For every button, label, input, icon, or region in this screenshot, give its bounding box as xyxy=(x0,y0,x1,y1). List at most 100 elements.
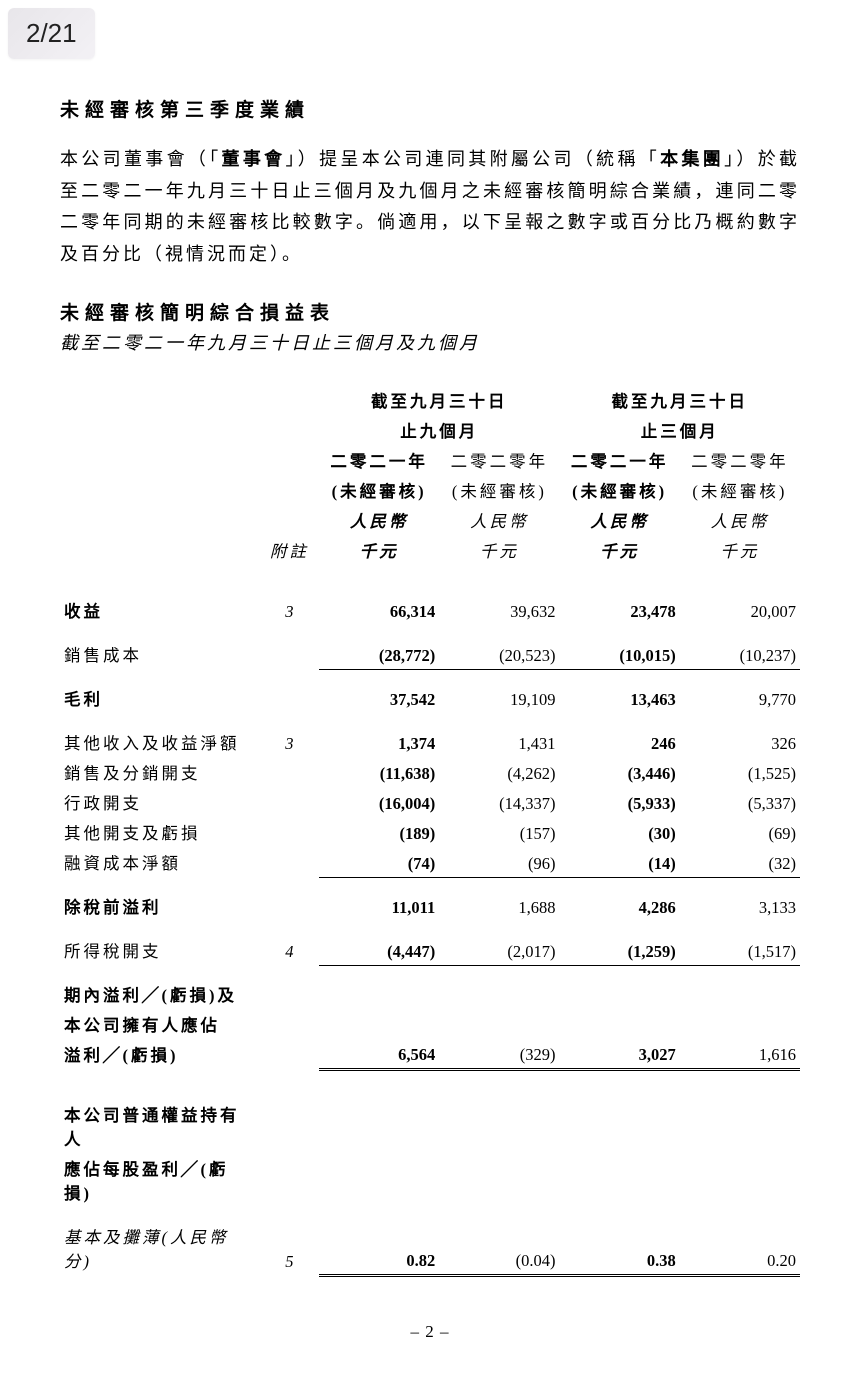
label-eps-h2: 應佔每股盈利╱(虧損) xyxy=(60,1153,260,1207)
val-sell-c2: (4,262) xyxy=(439,757,559,787)
intro-paragraph: 本公司董事會（「董事會」）提呈本公司連同其附屬公司（統稱「本集團」）於截至二零二… xyxy=(60,144,800,270)
row-revenue: 收益 3 66,314 39,632 23,478 20,007 xyxy=(60,595,800,625)
note-other-income: 3 xyxy=(260,727,319,757)
label-cogs: 銷售成本 xyxy=(60,639,260,669)
val-pbt-c4: 3,133 xyxy=(680,891,800,921)
row-eps-h2: 應佔每股盈利╱(虧損) xyxy=(60,1153,800,1207)
val-admin-c1: (16,004) xyxy=(319,787,439,817)
row-gross: 毛利 37,542 19,109 13,463 9,770 xyxy=(60,683,800,713)
spacer xyxy=(60,565,800,595)
subsection-title: 未經審核簡明綜合損益表 xyxy=(60,298,800,325)
label-selling: 銷售及分銷開支 xyxy=(60,757,260,787)
row-selling: 銷售及分銷開支 (11,638) (4,262) (3,446) (1,525) xyxy=(60,757,800,787)
hdr-audit-b: (未經審核) xyxy=(439,475,559,505)
spacer xyxy=(60,921,800,935)
val-eps-c4: 0.20 xyxy=(680,1221,800,1275)
section-title: 未經審核第三季度業績 xyxy=(60,95,800,122)
val-gross-c2: 19,109 xyxy=(439,683,559,713)
val-oi-c3: 246 xyxy=(559,727,679,757)
row-cogs: 銷售成本 (28,772) (20,523) (10,015) (10,237) xyxy=(60,639,800,669)
header-row-unit: 附註 千元 千元 千元 千元 xyxy=(60,535,800,565)
note-revenue: 3 xyxy=(260,595,319,625)
val-oi-c2: 1,431 xyxy=(439,727,559,757)
val-fin-c4: (32) xyxy=(680,847,800,877)
val-fin-c1: (74) xyxy=(319,847,439,877)
val-gross-c1: 37,542 xyxy=(319,683,439,713)
hdr-cur-d: 人民幣 xyxy=(680,505,800,535)
hdr-y2021-a: 二零二一年 xyxy=(319,445,439,475)
hdr-note: 附註 xyxy=(260,535,319,565)
val-gross-c4: 9,770 xyxy=(680,683,800,713)
label-admin: 行政開支 xyxy=(60,787,260,817)
val-oe-c4: (69) xyxy=(680,817,800,847)
hdr-y2021-b: 二零二一年 xyxy=(559,445,679,475)
header-row-year: 二零二一年 二零二零年 二零二一年 二零二零年 xyxy=(60,445,800,475)
hdr-unit-b: 千元 xyxy=(439,535,559,565)
label-gross: 毛利 xyxy=(60,683,260,713)
val-oe-c2: (157) xyxy=(439,817,559,847)
row-eps-h1: 本公司普通權益持有人 xyxy=(60,1099,800,1153)
note-tax: 4 xyxy=(260,935,319,965)
spacer xyxy=(60,625,800,639)
document-content: 未經審核第三季度業績 本公司董事會（「董事會」）提呈本公司連同其附屬公司（統稱「… xyxy=(0,0,860,1382)
val-rev-c2: 39,632 xyxy=(439,595,559,625)
val-oi-c1: 1,374 xyxy=(319,727,439,757)
hdr-y2020-a: 二零二零年 xyxy=(439,445,559,475)
val-profit-c3: 3,027 xyxy=(559,1039,679,1069)
label-other-exp: 其他開支及虧損 xyxy=(60,817,260,847)
header-row-period: 截至九月三十日 截至九月三十日 xyxy=(60,385,800,415)
hdr-audit-d: (未經審核) xyxy=(680,475,800,505)
label-profit-l1: 期內溢利╱(虧損)及 xyxy=(60,979,260,1009)
val-cogs-c1: (28,772) xyxy=(319,639,439,669)
p-bold-group: 本集團 xyxy=(660,149,724,169)
hdr-9m: 截至九月三十日 xyxy=(319,385,560,415)
hdr-audit-c: (未經審核) xyxy=(559,475,679,505)
header-row-currency: 人民幣 人民幣 人民幣 人民幣 xyxy=(60,505,800,535)
page-number: – 2 – xyxy=(60,1322,800,1342)
val-tax-c1: (4,447) xyxy=(319,935,439,965)
spacer xyxy=(60,965,800,979)
spacer xyxy=(60,877,800,891)
row-profit-l2: 本公司擁有人應佔 xyxy=(60,1009,800,1039)
row-profit: 溢利╱(虧損) 6,564 (329) 3,027 1,616 xyxy=(60,1039,800,1069)
hdr-cur-b: 人民幣 xyxy=(439,505,559,535)
page-counter-badge: 2/21 xyxy=(8,8,95,59)
val-profit-c2: (329) xyxy=(439,1039,559,1069)
val-tax-c2: (2,017) xyxy=(439,935,559,965)
val-sell-c3: (3,446) xyxy=(559,757,679,787)
label-profit-l2: 本公司擁有人應佔 xyxy=(60,1009,260,1039)
hdr-unit-d: 千元 xyxy=(680,535,800,565)
spacer xyxy=(60,1207,800,1221)
row-pbt: 除稅前溢利 11,011 1,688 4,286 3,133 xyxy=(60,891,800,921)
val-sell-c4: (1,525) xyxy=(680,757,800,787)
p-part3: 」）提呈本公司連同其附屬公司（統稱「 xyxy=(285,149,660,169)
spacer xyxy=(60,713,800,727)
hdr-cur-c: 人民幣 xyxy=(559,505,679,535)
val-tax-c3: (1,259) xyxy=(559,935,679,965)
hdr-9m-2: 止九個月 xyxy=(319,415,560,445)
note-eps: 5 xyxy=(260,1221,319,1275)
label-eps: 基本及攤薄(人民幣分) xyxy=(60,1221,260,1275)
row-profit-l1: 期內溢利╱(虧損)及 xyxy=(60,979,800,1009)
val-profit-c1: 6,564 xyxy=(319,1039,439,1069)
spacer xyxy=(60,669,800,683)
val-fin-c3: (14) xyxy=(559,847,679,877)
label-tax: 所得稅開支 xyxy=(60,935,260,965)
p-part1: 本公司董事會（「 xyxy=(60,149,222,169)
val-admin-c3: (5,933) xyxy=(559,787,679,817)
header-row-period2: 止九個月 止三個月 xyxy=(60,415,800,445)
label-finance: 融資成本淨額 xyxy=(60,847,260,877)
row-other-income: 其他收入及收益淨額 3 1,374 1,431 246 326 xyxy=(60,727,800,757)
row-eps: 基本及攤薄(人民幣分) 5 0.82 (0.04) 0.38 0.20 xyxy=(60,1221,800,1275)
label-profit-l3: 溢利╱(虧損) xyxy=(60,1039,260,1069)
hdr-audit-a: (未經審核) xyxy=(319,475,439,505)
val-admin-c2: (14,337) xyxy=(439,787,559,817)
spacer xyxy=(60,1069,800,1099)
val-fin-c2: (96) xyxy=(439,847,559,877)
val-gross-c3: 13,463 xyxy=(559,683,679,713)
val-cogs-c3: (10,015) xyxy=(559,639,679,669)
income-statement-table: 截至九月三十日 截至九月三十日 止九個月 止三個月 二零二一年 二零二零年 二零… xyxy=(60,385,800,1277)
val-cogs-c4: (10,237) xyxy=(680,639,800,669)
val-pbt-c1: 11,011 xyxy=(319,891,439,921)
header-row-audit: (未經審核) (未經審核) (未經審核) (未經審核) xyxy=(60,475,800,505)
